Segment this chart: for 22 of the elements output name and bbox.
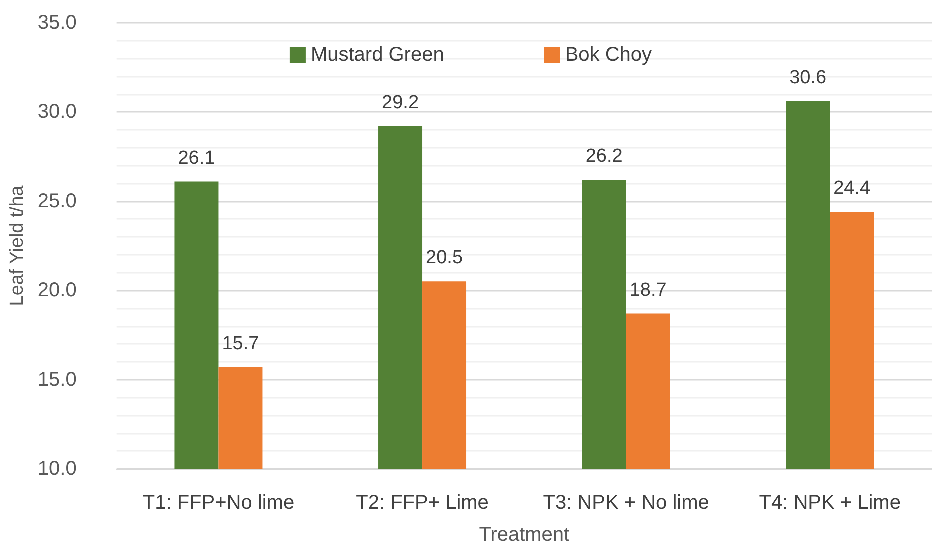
data-label: 30.6	[790, 67, 827, 88]
y-tick-label: 25.0	[38, 190, 77, 212]
y-axis-title: Leaf Yield t/ha	[7, 185, 28, 306]
y-tick-label: 20.0	[38, 280, 77, 302]
data-label: 26.2	[586, 146, 623, 167]
y-tick-label: 15.0	[38, 368, 77, 391]
data-label: 15.7	[222, 333, 260, 354]
y-tick-label: 10.0	[38, 458, 77, 480]
x-axis-title: Treatment	[479, 524, 570, 546]
x-tick-label: T4: NPK + Lime	[759, 492, 901, 514]
data-label: 29.2	[382, 92, 420, 114]
x-tick-label: T1: FFP+No lime	[142, 492, 295, 514]
data-label: 26.1	[178, 148, 216, 169]
legend-label: Mustard Green	[310, 44, 444, 66]
x-tick-label: T2: FFP+ Lime	[356, 492, 489, 514]
y-tick-label: 30.0	[38, 101, 77, 124]
legend-label: Bok Choy	[565, 44, 652, 66]
data-label: 24.4	[834, 178, 872, 200]
data-label: 18.7	[630, 280, 667, 301]
y-tick-label: 35.0	[38, 12, 77, 34]
x-tick-label: T3: NPK + No lime	[543, 492, 710, 514]
data-label: 20.5	[426, 248, 464, 269]
